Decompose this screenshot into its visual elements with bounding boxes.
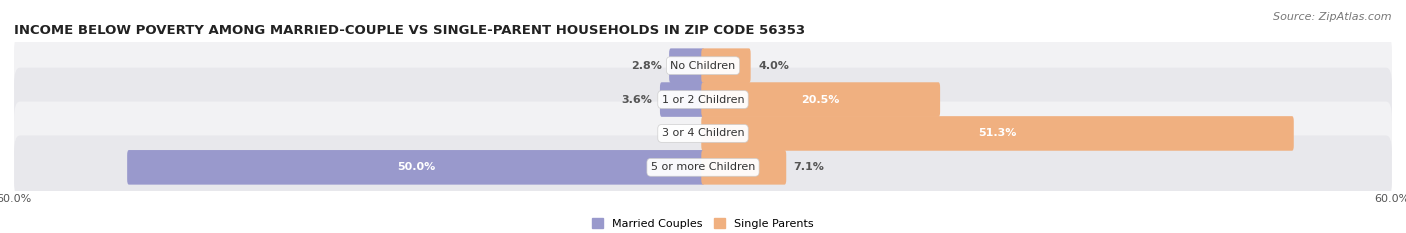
FancyBboxPatch shape [702, 82, 941, 117]
Text: 4.0%: 4.0% [758, 61, 789, 71]
Text: 7.1%: 7.1% [794, 162, 824, 172]
FancyBboxPatch shape [14, 34, 1392, 98]
FancyBboxPatch shape [14, 102, 1392, 165]
Text: INCOME BELOW POVERTY AMONG MARRIED-COUPLE VS SINGLE-PARENT HOUSEHOLDS IN ZIP COD: INCOME BELOW POVERTY AMONG MARRIED-COUPL… [14, 24, 806, 37]
Text: 51.3%: 51.3% [979, 128, 1017, 138]
Text: 50.0%: 50.0% [396, 162, 434, 172]
Text: 3 or 4 Children: 3 or 4 Children [662, 128, 744, 138]
Text: 1 or 2 Children: 1 or 2 Children [662, 95, 744, 105]
Text: 5 or more Children: 5 or more Children [651, 162, 755, 172]
FancyBboxPatch shape [14, 68, 1392, 131]
FancyBboxPatch shape [702, 116, 1294, 151]
Text: Source: ZipAtlas.com: Source: ZipAtlas.com [1274, 12, 1392, 22]
Legend: Married Couples, Single Parents: Married Couples, Single Parents [588, 214, 818, 233]
FancyBboxPatch shape [702, 48, 751, 83]
FancyBboxPatch shape [14, 135, 1392, 199]
FancyBboxPatch shape [702, 150, 786, 185]
Text: 3.6%: 3.6% [621, 95, 652, 105]
Text: 20.5%: 20.5% [801, 95, 839, 105]
FancyBboxPatch shape [659, 82, 704, 117]
Text: 2.8%: 2.8% [631, 61, 662, 71]
Text: No Children: No Children [671, 61, 735, 71]
FancyBboxPatch shape [669, 48, 704, 83]
FancyBboxPatch shape [127, 150, 704, 185]
